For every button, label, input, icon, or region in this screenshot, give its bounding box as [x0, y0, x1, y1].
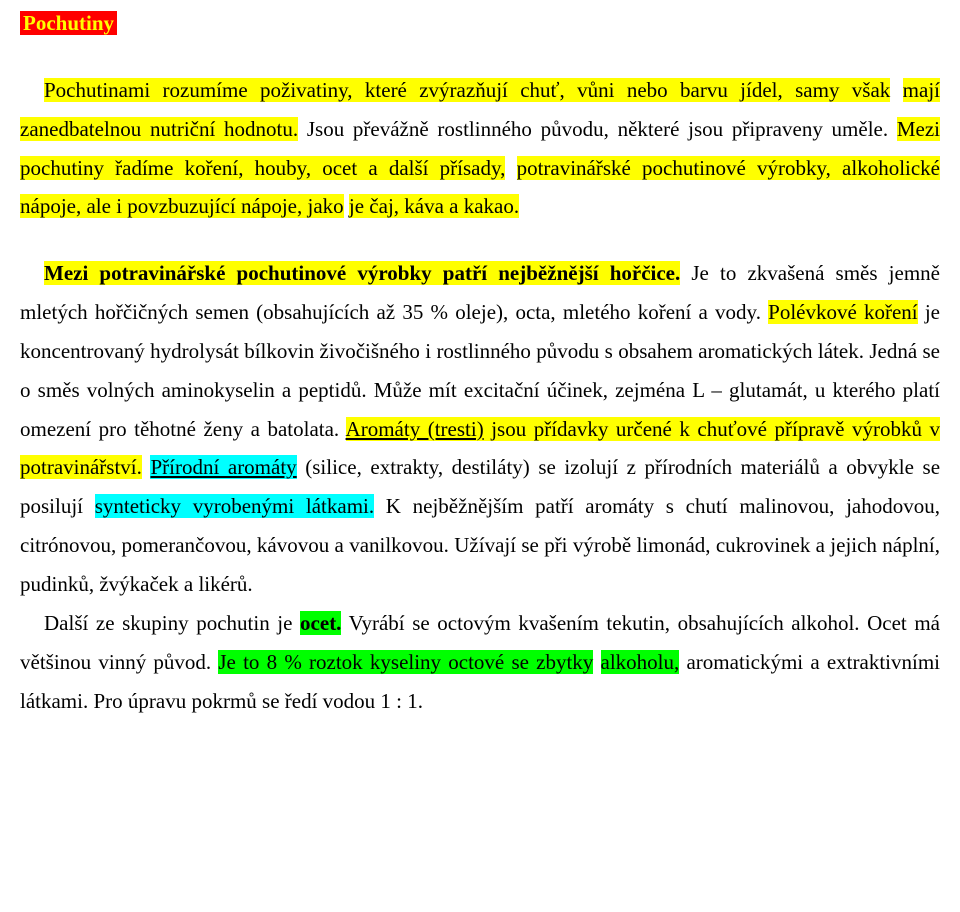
- p2-highlight-aromaty: Aromáty (tresti): [346, 417, 484, 441]
- p3-text-1: Další ze skupiny pochutin je: [44, 611, 300, 635]
- page-title: Pochutiny: [20, 11, 117, 35]
- p1-highlight-1: Pochutinami rozumíme poživatiny, které z…: [44, 78, 890, 102]
- document-page: Pochutiny Pochutinami rozumíme poživatin…: [0, 0, 960, 740]
- spacer: [20, 226, 940, 254]
- p3-highlight-roztok-a: Je to 8 % roztok kyseliny octové se zbyt…: [218, 650, 593, 674]
- p2-highlight-polevkove: Polévkové koření: [768, 300, 918, 324]
- p3-highlight-ocet: ocet.: [300, 611, 341, 635]
- p1-text-1: Jsou převážně rostlinného původu, někter…: [298, 117, 897, 141]
- p2-highlight-horcice: Mezi potravinářské pochutinové výrobky p…: [44, 261, 680, 285]
- paragraph-2: Mezi potravinářské pochutinové výrobky p…: [20, 254, 940, 604]
- p2-highlight-synteticky: synteticky vyrobenými látkami.: [95, 494, 374, 518]
- p2-highlight-prirodni: Přírodní aromáty: [150, 455, 296, 479]
- title-row: Pochutiny: [20, 4, 940, 43]
- p1-highlight-2c: je čaj, káva a kakao.: [349, 194, 519, 218]
- paragraph-1: Pochutinami rozumíme poživatiny, které z…: [20, 71, 940, 226]
- p3-highlight-roztok-b: alkoholu,: [601, 650, 680, 674]
- paragraph-3: Další ze skupiny pochutin je ocet. Vyráb…: [20, 604, 940, 721]
